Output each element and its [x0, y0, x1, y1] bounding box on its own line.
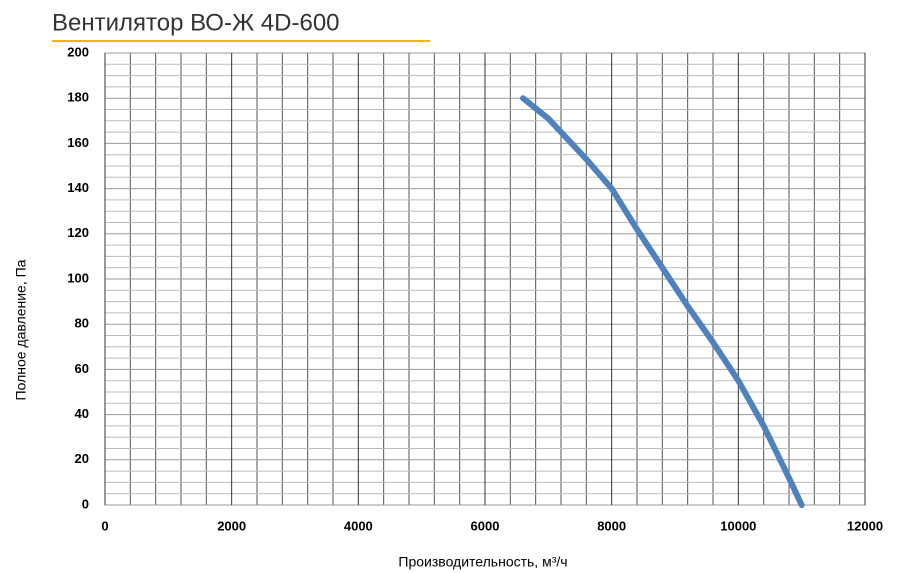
- series-line: [520, 95, 805, 508]
- x-tick-label: 6000: [471, 518, 500, 533]
- y-tick-label: 160: [67, 135, 89, 150]
- y-tick-label: 180: [67, 90, 89, 105]
- x-axis-label: Производительность, м³/ч: [398, 554, 567, 570]
- y-tick-label: 20: [75, 451, 89, 466]
- y-tick-label: 40: [75, 406, 89, 421]
- y-tick-label: 140: [67, 180, 89, 195]
- x-tick-label: 10000: [720, 518, 756, 533]
- x-tick-label: 8000: [597, 518, 626, 533]
- x-tick-label: 2000: [217, 518, 246, 533]
- x-tick-label: 0: [101, 518, 108, 533]
- y-tick-label: 60: [75, 361, 89, 376]
- y-tick-label: 0: [82, 496, 89, 511]
- y-tick-label: 120: [67, 225, 89, 240]
- y-axis-label: Полное давление, Па: [13, 259, 29, 400]
- y-tick-label: 200: [67, 44, 89, 59]
- x-tick-label: 4000: [344, 518, 373, 533]
- chart-title: Вентилятор ВО-Ж 4D-600: [52, 9, 340, 36]
- y-tick-label: 80: [75, 316, 89, 331]
- x-tick-label: 12000: [847, 518, 883, 533]
- y-tick-label: 100: [67, 270, 89, 285]
